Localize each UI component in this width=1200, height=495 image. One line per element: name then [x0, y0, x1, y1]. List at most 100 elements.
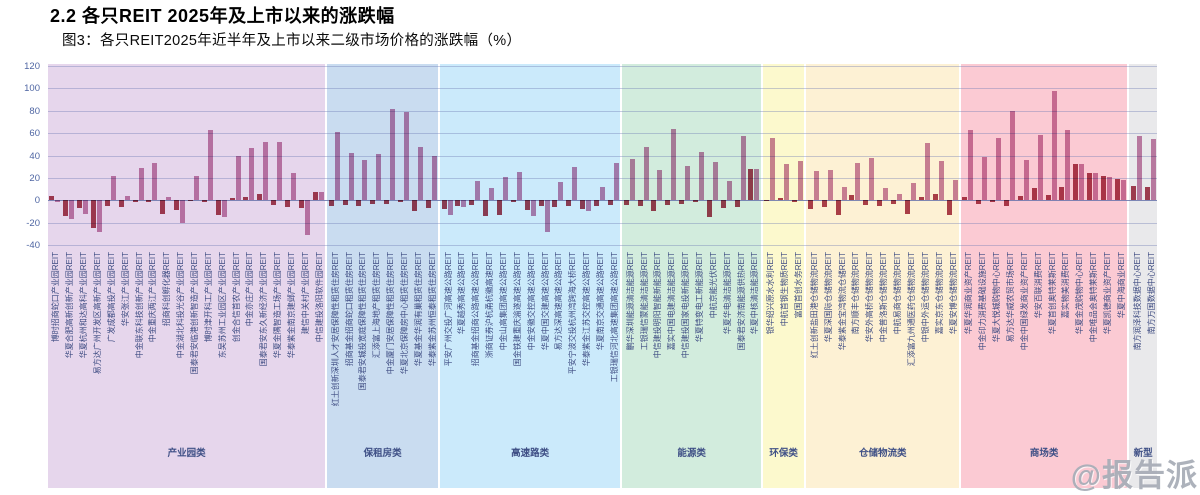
y-tick-label: -40 — [26, 240, 40, 251]
bar-since-listing — [996, 137, 1002, 201]
bar-2025 — [455, 200, 461, 206]
bar-since-listing — [516, 172, 522, 201]
category-zone: 高速路类 — [440, 64, 621, 488]
category-zone: 产业园类 — [48, 64, 326, 488]
bar-since-listing — [952, 180, 958, 201]
bar-2025 — [679, 200, 685, 204]
bar-2025 — [720, 200, 726, 209]
bar-2025 — [397, 200, 403, 203]
x-axis-label: 华夏杭州和达高科产业园REIT — [79, 252, 89, 359]
bar-2025 — [1059, 186, 1065, 201]
x-axis-label: 汇添富九州通医药仓储物流REIT — [906, 252, 916, 367]
category-label: 能源类 — [677, 448, 706, 459]
x-axis-label: 易方达华威农贸市场REIT — [1005, 252, 1015, 343]
bar-2025 — [298, 200, 304, 209]
bar-since-listing — [643, 146, 649, 201]
grid-line — [48, 110, 1157, 112]
figure-caption: 图3：各只REIT2025年近半年及上市以来二级市场价格的涨跌幅（%） — [62, 33, 522, 49]
x-axis-label: 华夏大悦城购物中心REIT — [992, 252, 1002, 343]
y-tick-label: 120 — [24, 61, 40, 72]
bar-since-listing — [235, 155, 241, 201]
x-axis-label: 国泰君安济南能源供热REIT — [736, 252, 746, 351]
x-axis-label: 博时津开科工产业园REIT — [203, 252, 213, 343]
x-axis-label: 华夏金隅智造工场产业园REIT — [273, 252, 283, 359]
bar-since-listing — [1065, 129, 1071, 201]
y-tick-label: 0 — [34, 195, 40, 207]
bar-2025 — [918, 196, 924, 201]
x-axis-label: 华安张江产业园REIT — [120, 252, 130, 327]
bar-2025 — [792, 200, 798, 203]
bar-2025 — [469, 200, 475, 205]
x-axis-label: 平安宁波交投杭州湾跨海大桥REIT — [568, 252, 578, 375]
bar-since-listing — [699, 152, 705, 201]
bar-since-listing — [855, 163, 861, 201]
bar-since-listing — [1106, 176, 1112, 201]
grid-line — [48, 66, 1157, 67]
bar-since-listing — [798, 161, 804, 201]
bar-2025 — [693, 200, 699, 203]
bar-2025 — [425, 200, 431, 209]
bar-since-listing — [318, 192, 324, 201]
x-axis-label: 招商基金招商公路高速公路REIT — [471, 252, 481, 367]
x-axis-label: 中信建投洛阳软件园REIT — [314, 252, 324, 343]
bar-since-listing — [249, 147, 255, 201]
x-axis-label: 中金唯品会奥特莱斯REIT — [1089, 252, 1099, 343]
bar-2025 — [411, 200, 417, 212]
bar-2025 — [384, 200, 390, 204]
x-axis-label: 华夏安博仓储物流REIT — [948, 252, 958, 335]
y-tick-label: -20 — [26, 217, 40, 229]
x-axis-label: 南方万国数据中心REIT — [1146, 252, 1156, 335]
bar-since-listing — [417, 146, 423, 201]
x-axis-label: 华夏特变电工新能源REIT — [695, 252, 705, 343]
bar-2025 — [146, 200, 152, 203]
bar-2025 — [201, 200, 207, 203]
bar-since-listing — [461, 200, 467, 207]
x-axis-label: 中信建投国家电投新能源REIT — [681, 252, 691, 359]
category-label: 新型 — [1133, 448, 1153, 459]
bar-2025 — [1100, 175, 1106, 201]
bar-2025 — [778, 198, 784, 201]
y-tick-label: 40 — [29, 150, 40, 162]
bar-2025 — [821, 200, 827, 207]
bar-since-listing — [572, 166, 578, 201]
y-tick-label: 80 — [29, 105, 40, 117]
x-axis-label: 中航易商仓储物流REIT — [893, 252, 903, 335]
x-axis-label: 国泰君安临港创新智造产业园REIT — [190, 252, 200, 375]
x-axis-label: 中金山高集团高速公路REIT — [498, 252, 508, 351]
x-axis-label: 中信建投明阳智能新能源REIT — [653, 252, 663, 359]
bar-2025 — [370, 200, 376, 204]
bar-2025 — [77, 200, 83, 209]
bar-2025 — [243, 196, 249, 201]
bar-since-listing — [657, 170, 663, 201]
bar-since-listing — [138, 167, 144, 201]
bar-since-listing — [180, 200, 186, 223]
bar-since-listing — [558, 182, 564, 201]
x-axis-label: 中航京能光伏REIT — [708, 252, 718, 319]
bar-since-listing — [221, 200, 227, 218]
bar-since-listing — [712, 162, 718, 201]
x-axis-label: 中金印力消费基础设施REIT — [978, 252, 988, 351]
bar-since-listing — [263, 142, 269, 201]
x-axis-label: 国泰君安东久新经济产业园REIT — [259, 252, 269, 367]
x-axis-label: 中金厦门安居保障性租赁住房REIT — [386, 252, 396, 375]
bar-since-listing — [304, 200, 310, 235]
bar-2025 — [356, 200, 362, 206]
x-axis-label: 南方顺丰仓储物流REIT — [851, 252, 861, 335]
x-axis-label: 中金中国绿发商业资产REIT — [1019, 252, 1029, 351]
bar-since-listing — [685, 165, 691, 201]
category-zone: 保租房类 — [327, 64, 439, 488]
bar-since-listing — [390, 108, 396, 201]
bar-since-listing — [489, 187, 495, 201]
bar-2025 — [285, 200, 291, 207]
grid-line — [48, 88, 1157, 90]
category-label: 高速路类 — [511, 448, 550, 459]
bar-2025 — [1003, 200, 1009, 206]
bar-2025 — [63, 200, 69, 216]
bar-2025 — [637, 200, 643, 206]
bar-2025 — [538, 200, 544, 206]
bar-since-listing — [1051, 90, 1057, 201]
x-axis-label: 华泰紫金江苏交控高速公路REIT — [582, 252, 592, 367]
bar-since-listing — [166, 196, 172, 201]
bar-since-listing — [544, 200, 550, 232]
grid-line — [48, 245, 1157, 246]
